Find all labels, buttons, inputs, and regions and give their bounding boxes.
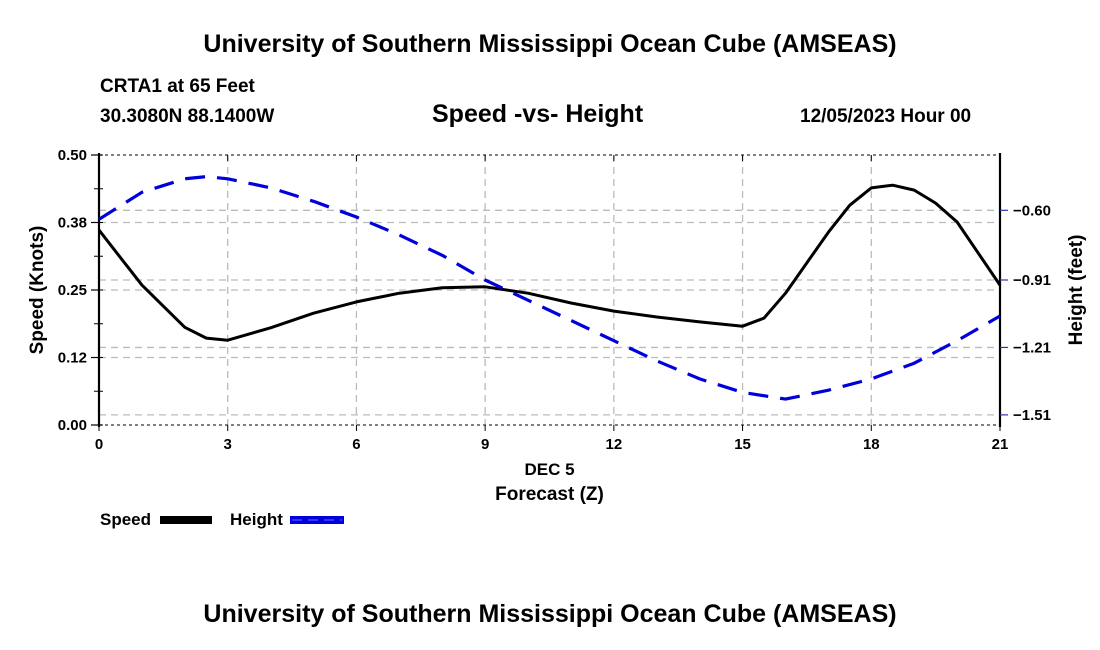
- footer-title: University of Southern Mississippi Ocean…: [203, 600, 897, 628]
- x-tick-label: 9: [481, 436, 489, 453]
- x-tick-label: 3: [224, 436, 232, 453]
- station-label: CRTA1 at 65 Feet: [100, 76, 255, 97]
- y-tick-label: 0.12: [58, 350, 87, 367]
- y-tick-label: 0.50: [58, 147, 87, 164]
- legend-height-label: Height: [230, 510, 283, 529]
- y-axis-label: Speed (Knots): [27, 226, 48, 355]
- legend-speed-label: Speed: [100, 510, 152, 529]
- plot-title: Speed -vs- Height: [432, 100, 644, 128]
- y2-tick-label: −0.91: [1013, 272, 1051, 289]
- station-coordinates: 30.3080N 88.1400W: [100, 106, 275, 127]
- axes: [91, 153, 1008, 431]
- legend-speed-swatch: [160, 516, 212, 524]
- x-tick-label: 18: [863, 436, 880, 453]
- x-axis-sublabel: DEC 5: [524, 460, 574, 479]
- x-tick-label: 21: [992, 436, 1009, 453]
- forecast-datetime: 12/05/2023 Hour 00: [800, 106, 972, 127]
- series-speed-line: [97, 183, 1002, 342]
- labels: 0 3 6 9 12 15 18 21 0.00 0.12 0.25 0.38 0.50 −0.60 −0.…: [27, 147, 1087, 505]
- y-tick-label: 0.25: [58, 282, 87, 299]
- main-title: University of Southern Mississippi Ocean…: [203, 30, 897, 58]
- y-tick-label: 0.00: [58, 417, 87, 434]
- y2-tick-label: −1.21: [1013, 339, 1051, 356]
- y2-axis-label: Height (feet): [1066, 235, 1087, 346]
- grid: [99, 155, 1000, 425]
- legend-height-swatch: [290, 516, 344, 524]
- y2-tick-label: −1.51: [1013, 407, 1051, 424]
- x-tick-label: 15: [734, 436, 751, 453]
- x-tick-label: 0: [95, 436, 103, 453]
- series: [97, 175, 1002, 401]
- x-tick-label: 6: [352, 436, 360, 453]
- x-axis-label: Forecast (Z): [495, 484, 604, 505]
- y2-tick-label: −0.60: [1013, 202, 1051, 219]
- y-tick-label: 0.38: [58, 215, 87, 232]
- x-tick-label: 12: [606, 436, 623, 453]
- series-height-line: [98, 175, 1001, 401]
